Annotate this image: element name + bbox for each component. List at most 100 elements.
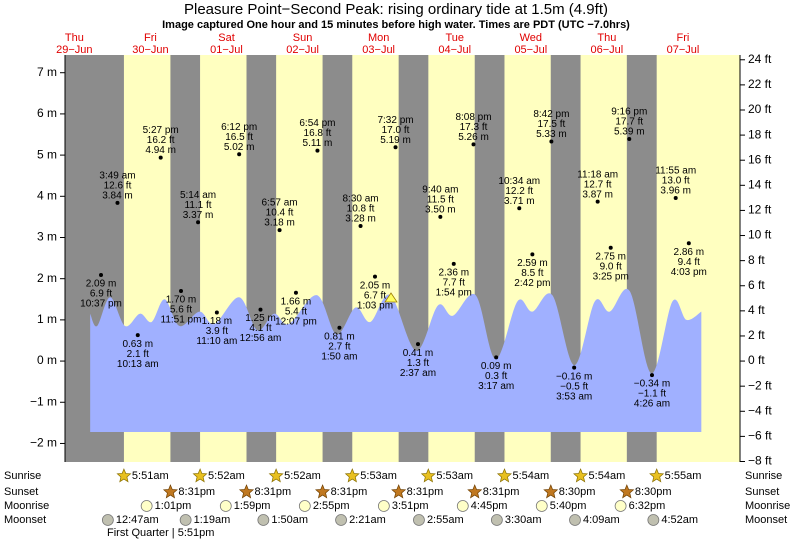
tide-m: −0.16 m: [556, 371, 592, 382]
tide-point: [686, 241, 691, 246]
tide-point: [627, 137, 632, 142]
tide-time: 3:53 am: [556, 391, 592, 402]
moonrise-icon: [140, 500, 153, 512]
tide-ft: 2.7 ft: [328, 341, 350, 352]
tide-m: 0.41 m: [403, 348, 434, 359]
sunrise-time: 5:51am: [132, 470, 169, 482]
tide-m: 1.70 m: [166, 295, 197, 306]
tide-m: 3.18 m: [264, 218, 295, 229]
tide-m: 3.28 m: [345, 214, 376, 225]
moonset-time: 1:19am: [194, 514, 231, 526]
tide-ft: 12.7 ft: [584, 179, 612, 190]
day-date: 29−Jun: [56, 44, 92, 56]
tide-m: 5.26 m: [458, 132, 489, 143]
tide-ft: 16.5 ft: [225, 132, 253, 143]
tide-time: 8:42 pm: [533, 109, 569, 120]
y2-tick-label: 2 ft: [748, 328, 765, 342]
y2-tick-label: 4 ft: [748, 303, 765, 317]
tide-m: 2.09 m: [86, 279, 117, 290]
tide-ft: 8.5 ft: [521, 268, 543, 279]
tide-point: [572, 365, 577, 370]
moonrise-time: 1:01pm: [155, 500, 192, 512]
tide-time: 9:40 am: [422, 185, 458, 196]
day-date: 05−Jul: [514, 44, 547, 56]
tide-ft: 10.4 ft: [266, 208, 294, 219]
tide-ft: 17.5 ft: [537, 119, 565, 130]
moonset-icon: [257, 514, 270, 526]
tide-point: [438, 214, 443, 219]
sunset-time: 8:30pm: [559, 486, 596, 498]
moonset-icon: [647, 514, 660, 526]
day-date: 06−Jul: [591, 44, 624, 56]
row-label: Sunset: [4, 486, 38, 498]
tide-ft: 3.9 ft: [206, 326, 228, 337]
day-weekday: Fri: [677, 32, 690, 44]
tide-time: 10:13 am: [117, 359, 159, 370]
sunset-icon: [162, 484, 178, 499]
sunset-time: 8:31pm: [178, 486, 215, 498]
tide-time: 2:37 am: [400, 368, 436, 379]
tide-m: 3.50 m: [425, 205, 456, 216]
tide-time: 8:08 pm: [455, 112, 491, 123]
sunset-icon: [467, 484, 483, 499]
sunrise-time: 5:54am: [512, 470, 549, 482]
day-weekday: Wed: [520, 32, 542, 44]
moonrise-time: 3:51pm: [392, 500, 429, 512]
tide-time: 6:54 pm: [299, 118, 335, 129]
y2-tick-label: 22 ft: [748, 77, 772, 91]
tide-m: 2.75 m: [595, 251, 626, 262]
sunset-icon: [315, 484, 331, 499]
tide-point: [98, 272, 103, 277]
moonset-time: 3:30am: [505, 514, 542, 526]
tide-m: 2.36 m: [438, 267, 469, 278]
tide-time: 3:25 pm: [593, 271, 629, 282]
tide-ft: 12.2 ft: [505, 186, 533, 197]
sunset-time: 8:31pm: [331, 486, 368, 498]
tide-time: 2:42 pm: [514, 278, 550, 289]
y2-tick-label: 18 ft: [748, 127, 772, 141]
day-date: 03−Jul: [362, 44, 395, 56]
tide-m: 3.37 m: [183, 210, 214, 221]
moonrise-time: 1:59pm: [234, 500, 271, 512]
tide-area: [90, 288, 702, 432]
tide-time: 1:50 am: [321, 351, 357, 362]
tide-ft: 1.3 ft: [407, 358, 429, 369]
sunset-time: 8:31pm: [254, 486, 291, 498]
sunrise-time: 5:54am: [589, 470, 626, 482]
y2-tick-label: 24 ft: [748, 52, 772, 66]
row-label: Moonrise: [4, 500, 49, 512]
tide-point: [135, 333, 140, 338]
moonrise-icon: [219, 500, 232, 512]
tide-point: [214, 310, 219, 315]
day-date: 02−Jul: [286, 44, 319, 56]
tide-ft: 7.7 ft: [443, 277, 465, 288]
tide-point: [315, 148, 320, 153]
capture-marker: [384, 292, 398, 303]
tide-ft: 2.1 ft: [127, 349, 149, 360]
y-tick-label: −1 m: [30, 394, 57, 408]
row-label: Moonset: [745, 514, 787, 526]
y2-tick-label: −4 ft: [748, 403, 772, 417]
tide-ft: 10.8 ft: [347, 204, 375, 215]
tide-m: 2.59 m: [517, 258, 548, 269]
y-tick-label: 0 m: [37, 353, 57, 367]
sunset-icon: [238, 484, 255, 499]
tide-point: [178, 289, 183, 294]
tide-time: 1:03 pm: [357, 300, 393, 311]
tide-ft: 17.0 ft: [382, 125, 410, 136]
tide-point: [293, 290, 298, 295]
tide-m: 3.71 m: [504, 196, 535, 207]
tide-time: 4:03 pm: [671, 267, 707, 278]
tide-m: 5.19 m: [380, 135, 411, 146]
day-weekday: Mon: [368, 32, 389, 44]
y-tick-label: 6 m: [37, 106, 57, 120]
y-tick-label: 7 m: [37, 65, 57, 79]
tide-ft: 9.0 ft: [600, 261, 622, 272]
tide-time: 12:07 pm: [275, 316, 317, 327]
moonset-icon: [569, 514, 581, 526]
sunrise-icon: [344, 468, 360, 483]
tide-ft: 4.1 ft: [249, 323, 271, 334]
tide-point: [415, 342, 420, 347]
tide-m: 3.84 m: [102, 191, 133, 202]
tide-m: 4.94 m: [145, 145, 176, 156]
